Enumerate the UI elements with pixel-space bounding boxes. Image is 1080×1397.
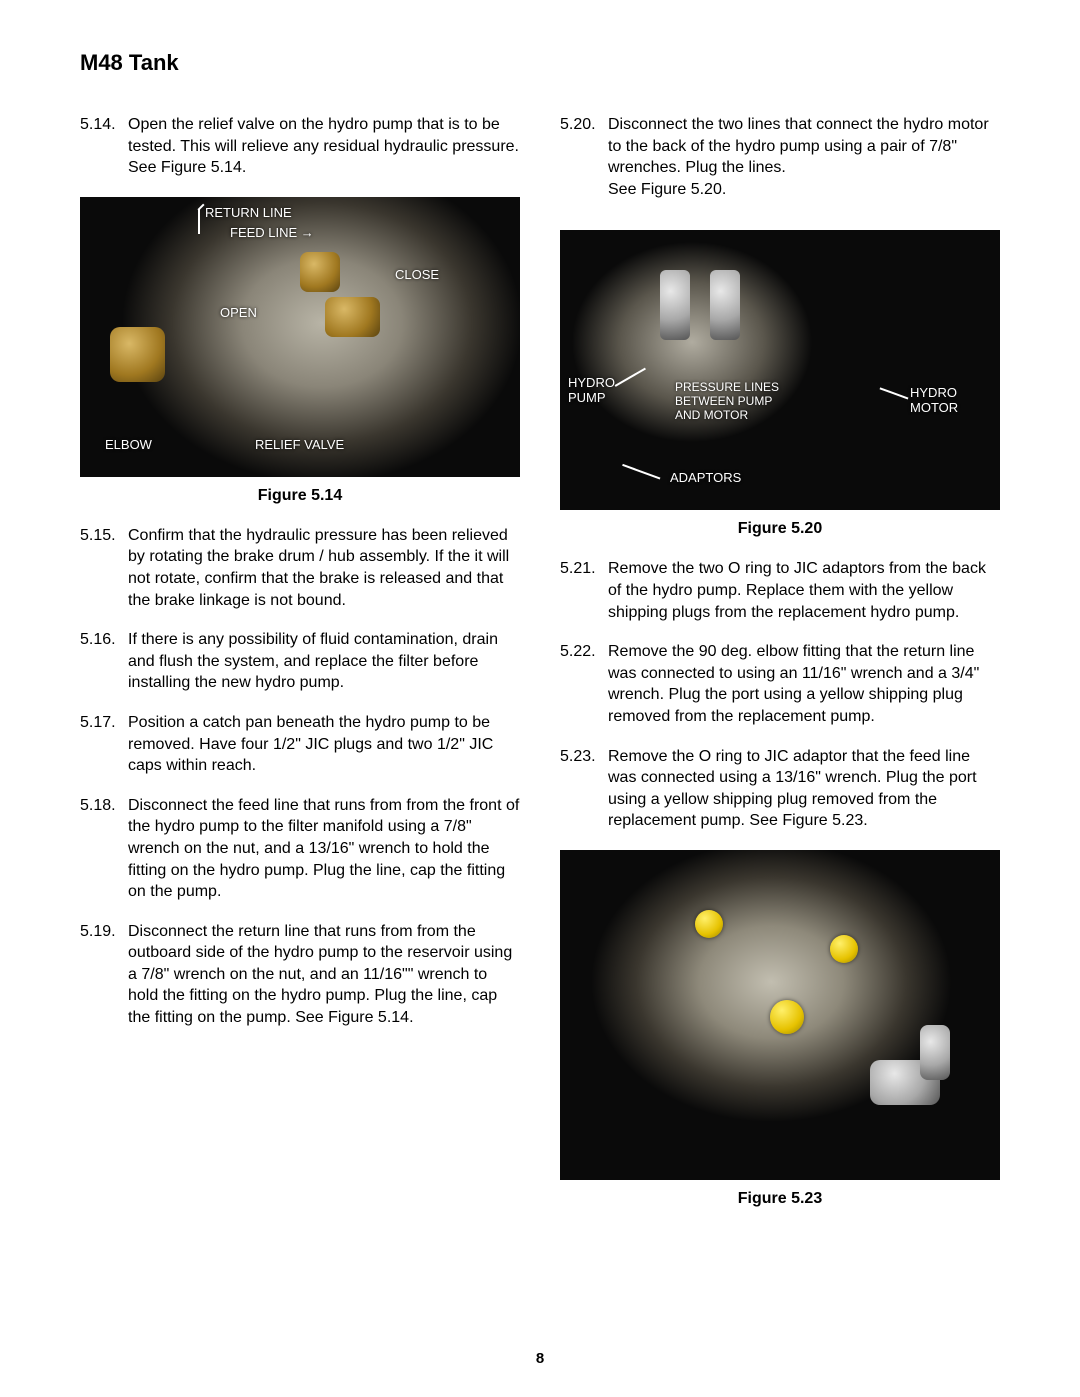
- step-number: 5.23.: [560, 746, 608, 832]
- pointer-line: [197, 203, 204, 210]
- step-item: 5.19. Disconnect the return line that ru…: [80, 921, 520, 1029]
- silver-elbow-fitting: [920, 1025, 950, 1080]
- figure-caption: Figure 5.14: [80, 487, 520, 505]
- step-item: 5.15. Confirm that the hydraulic pressur…: [80, 525, 520, 611]
- step-number: 5.22.: [560, 641, 608, 727]
- step-text: Remove the 90 deg. elbow fitting that th…: [608, 641, 1000, 727]
- figure-label: ELBOW: [105, 437, 152, 452]
- pointer-line: [622, 465, 660, 480]
- step-text: If there is any possibility of fluid con…: [128, 629, 520, 694]
- step-item: 5.22. Remove the 90 deg. elbow fitting t…: [560, 641, 1000, 727]
- step-text: Disconnect the feed line that runs from …: [128, 795, 520, 903]
- step-item: 5.14. Open the relief valve on the hydro…: [80, 114, 520, 179]
- right-column: 5.20. Disconnect the two lines that conn…: [560, 114, 1000, 1228]
- step-text: Disconnect the two lines that connect th…: [608, 114, 1000, 200]
- step-text: Remove the two O ring to JIC adaptors fr…: [608, 558, 1000, 623]
- step-text: Open the relief valve on the hydro pump …: [128, 114, 520, 179]
- figure-label: PRESSURE LINES BETWEEN PUMP AND MOTOR: [675, 380, 779, 422]
- step-item: 5.23. Remove the O ring to JIC adaptor t…: [560, 746, 1000, 832]
- pointer-line: [880, 388, 909, 400]
- figure-label: HYDRO PUMP: [568, 375, 615, 405]
- yellow-cap: [770, 1000, 804, 1034]
- step-item: 5.18. Disconnect the feed line that runs…: [80, 795, 520, 903]
- page-title: M48 Tank: [80, 50, 1000, 76]
- step-item: 5.21. Remove the two O ring to JIC adapt…: [560, 558, 1000, 623]
- figure-label: RETURN LINE: [205, 205, 292, 220]
- figure-514-image: RETURN LINE FEED LINE → CLOSE OPEN ELBOW…: [80, 197, 520, 477]
- left-column: 5.14. Open the relief valve on the hydro…: [80, 114, 520, 1228]
- brass-fitting: [325, 297, 380, 337]
- two-column-layout: 5.14. Open the relief valve on the hydro…: [80, 114, 1000, 1228]
- step-item: 5.20. Disconnect the two lines that conn…: [560, 114, 1000, 200]
- step-text: Confirm that the hydraulic pressure has …: [128, 525, 520, 611]
- pointer-line: [615, 368, 646, 387]
- step-number: 5.18.: [80, 795, 128, 903]
- step-item: 5.17. Position a catch pan beneath the h…: [80, 712, 520, 777]
- step-text: Position a catch pan beneath the hydro p…: [128, 712, 520, 777]
- figure-label: FEED LINE →: [230, 225, 314, 240]
- figure-label: CLOSE: [395, 267, 439, 282]
- figure-label: HYDRO MOTOR: [910, 385, 958, 415]
- figure-523: Figure 5.23: [560, 850, 1000, 1208]
- page: M48 Tank 5.14. Open the relief valve on …: [0, 0, 1080, 1397]
- step-number: 5.14.: [80, 114, 128, 179]
- figure-514: RETURN LINE FEED LINE → CLOSE OPEN ELBOW…: [80, 197, 520, 505]
- yellow-cap: [695, 910, 723, 938]
- figure-label: OPEN: [220, 305, 257, 320]
- pointer-line: [198, 209, 200, 234]
- figure-caption: Figure 5.23: [560, 1190, 1000, 1208]
- step-text: Remove the O ring to JIC adaptor that th…: [608, 746, 1000, 832]
- silver-fitting: [660, 270, 690, 340]
- step-number: 5.15.: [80, 525, 128, 611]
- step-number: 5.19.: [80, 921, 128, 1029]
- step-number: 5.17.: [80, 712, 128, 777]
- step-number: 5.16.: [80, 629, 128, 694]
- yellow-cap: [830, 935, 858, 963]
- step-number: 5.20.: [560, 114, 608, 200]
- figure-label: ADAPTORS: [670, 470, 741, 485]
- figure-523-image: [560, 850, 1000, 1180]
- step-number: 5.21.: [560, 558, 608, 623]
- figure-label: RELIEF VALVE: [255, 437, 344, 452]
- silver-fitting: [710, 270, 740, 340]
- figure-caption: Figure 5.20: [560, 520, 1000, 538]
- brass-fitting: [110, 327, 165, 382]
- figure-520: HYDRO PUMP PRESSURE LINES BETWEEN PUMP A…: [560, 230, 1000, 538]
- figure-520-image: HYDRO PUMP PRESSURE LINES BETWEEN PUMP A…: [560, 230, 1000, 510]
- step-text: Disconnect the return line that runs fro…: [128, 921, 520, 1029]
- step-item: 5.16. If there is any possibility of flu…: [80, 629, 520, 694]
- page-number: 8: [0, 1350, 1080, 1367]
- brass-fitting: [300, 252, 340, 292]
